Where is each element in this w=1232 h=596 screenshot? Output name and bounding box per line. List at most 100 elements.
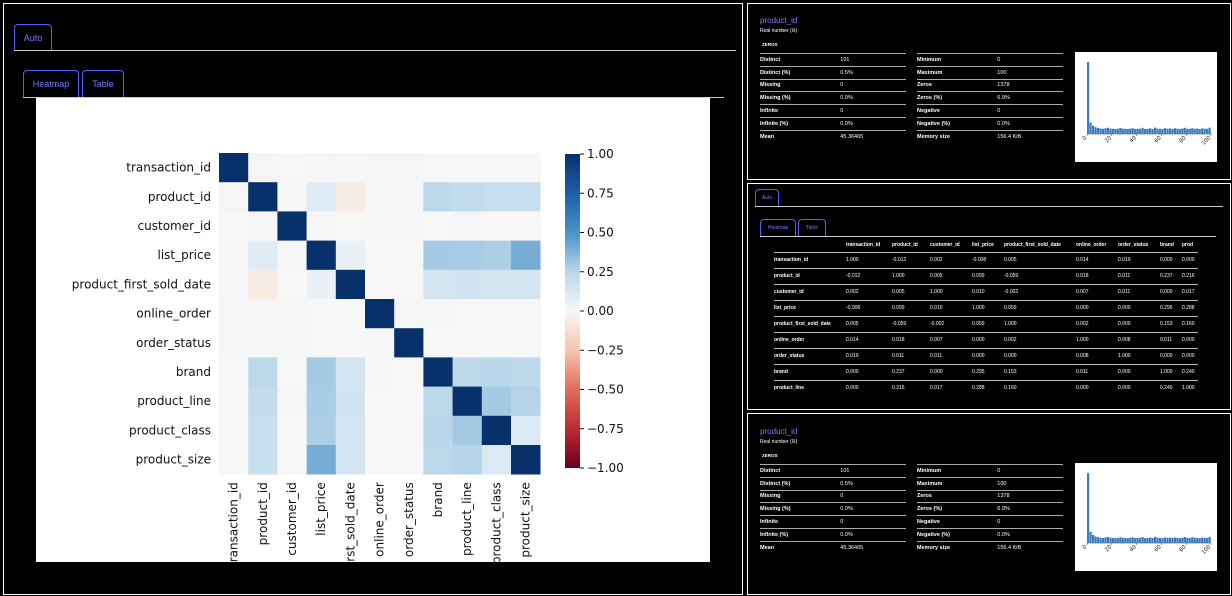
- heatmap-cell: [394, 386, 424, 417]
- histogram-bar: [1099, 537, 1102, 543]
- histogram-bar: [1129, 128, 1132, 134]
- tab-heatmap[interactable]: Heatmap: [23, 70, 79, 97]
- tab-table[interactable]: Table: [82, 70, 124, 97]
- corr-cell: 0.160: [1004, 379, 1076, 396]
- histogram-bar: [1183, 537, 1186, 543]
- heatmap-cell: [219, 357, 249, 387]
- corr-cell: 0.000: [1160, 347, 1182, 364]
- stat-value: 0.0%: [840, 527, 906, 542]
- stat-value: 0: [997, 515, 1063, 529]
- histogram-bar: [1201, 128, 1204, 134]
- histogram-bar: [1126, 538, 1129, 543]
- correlation-table: transaction_id product_id customer_id list_…: [774, 239, 1198, 396]
- tab-table[interactable]: Table: [798, 219, 826, 236]
- histogram-bar: [1101, 537, 1105, 543]
- histogram-bar: [1186, 537, 1189, 543]
- heatmap-cell: [277, 211, 307, 241]
- corr-cell: 0.019: [1118, 251, 1160, 268]
- histogram-bar: [1156, 537, 1159, 543]
- stat-value: 100: [997, 476, 1063, 491]
- colorbar-tick-label: −1.00: [587, 461, 624, 475]
- histogram-bar: [1163, 537, 1167, 543]
- stat-label: Infinite (%): [760, 527, 841, 542]
- tab-auto[interactable]: Auto: [14, 24, 52, 50]
- histogram-bar: [1124, 128, 1127, 134]
- stats-row: Memory size 156.4 KiB: [917, 129, 1063, 144]
- corr-cell: 0.000: [1076, 379, 1118, 396]
- corr-cell: 0.237: [1160, 267, 1182, 284]
- histogram-bar: [1208, 127, 1211, 134]
- heatmap-cell: [481, 328, 512, 358]
- heatmap-cell: [394, 269, 424, 300]
- histogram-bar: [1121, 537, 1124, 543]
- divider: [14, 50, 736, 51]
- heatmap-cell: [481, 415, 512, 446]
- stats-row: Negative (%) 0.0%: [917, 527, 1063, 542]
- colorbar-tick-label: −0.25: [587, 343, 624, 357]
- variable-name[interactable]: product_id: [760, 427, 798, 436]
- histogram-bar: [1196, 128, 1199, 134]
- histogram-bar: [1203, 128, 1206, 134]
- heatmap-cell: [511, 445, 541, 475]
- heatmap-cell: [277, 153, 307, 183]
- stat-value: 0: [840, 104, 906, 118]
- tab-auto[interactable]: Auto: [755, 189, 779, 206]
- histogram-bar: [1099, 128, 1102, 134]
- corr-row-header: online_order: [774, 331, 846, 348]
- corr-cell: 0.011: [892, 347, 930, 364]
- corr-cell: 0.000: [1118, 315, 1160, 332]
- histogram-bar: [1131, 537, 1134, 543]
- y-tick-label: transaction_id: [126, 161, 211, 175]
- histogram-bar: [1193, 128, 1196, 134]
- histogram-x-tick: 40: [1129, 135, 1139, 145]
- heatmap-cell: [394, 211, 424, 241]
- x-tick-label: order_status: [402, 482, 416, 557]
- tab-heatmap[interactable]: Heatmap: [760, 219, 796, 236]
- stat-label: Zeros: [917, 78, 998, 92]
- corr-cell: 0.005: [846, 315, 892, 332]
- histogram-x-tick: 20: [1104, 135, 1114, 145]
- correlation-table-viewport[interactable]: transaction_id product_id customer_id list_…: [774, 239, 1200, 397]
- heatmap-cell: [423, 386, 453, 417]
- stat-label: Memory size: [917, 129, 998, 144]
- stat-label: Negative (%): [917, 116, 998, 131]
- histogram-bar: [1173, 128, 1176, 134]
- stats-row: Negative (%) 0.0%: [917, 116, 1063, 131]
- x-tick-label: brand: [431, 482, 445, 517]
- stat-value: 156.4 KiB: [997, 540, 1063, 555]
- heatmap-cell: [306, 386, 337, 417]
- divider: [755, 206, 1223, 207]
- zeros-badge: ZEROS: [762, 453, 778, 458]
- heatmap-cell: [365, 211, 395, 241]
- histogram-bar: [1096, 127, 1100, 134]
- histogram-x-tick: 80: [1178, 135, 1188, 145]
- variable-name[interactable]: product_id: [760, 16, 798, 25]
- heatmap-cell: [335, 211, 366, 241]
- stat-value: 101: [840, 464, 906, 478]
- histogram-bar: [1206, 128, 1209, 134]
- x-tick-label: customer_id: [285, 482, 299, 555]
- heatmap-cell: [423, 240, 453, 271]
- stat-value: 45.36465: [840, 129, 906, 144]
- heatmap-cell: [306, 445, 337, 475]
- histogram-bar: [1134, 128, 1137, 134]
- stat-label: Maximum: [917, 476, 998, 491]
- corr-cell: 1.000: [1160, 363, 1182, 380]
- corr-cell: 0.017: [1182, 283, 1198, 300]
- histogram-bar: [1106, 127, 1110, 134]
- heatmap-cell: [452, 415, 483, 446]
- histogram-bar: [1151, 128, 1154, 134]
- colorbar-tick-label: −0.50: [587, 383, 624, 397]
- corr-cell: 1.000: [1182, 379, 1198, 396]
- stat-label: Zeros (%): [917, 91, 998, 105]
- stat-value: 1378: [997, 489, 1063, 503]
- histogram-bar: [1131, 128, 1134, 134]
- heatmap-cell: [365, 357, 395, 387]
- histogram-bar: [1104, 537, 1107, 543]
- histogram-bar: [1166, 128, 1169, 134]
- heatmap-cell: [452, 240, 483, 271]
- heatmap-cell: [219, 182, 249, 212]
- histogram-bar: [1094, 127, 1097, 134]
- heatmap-cell: [277, 328, 307, 358]
- corr-cell: 0.007: [930, 331, 972, 348]
